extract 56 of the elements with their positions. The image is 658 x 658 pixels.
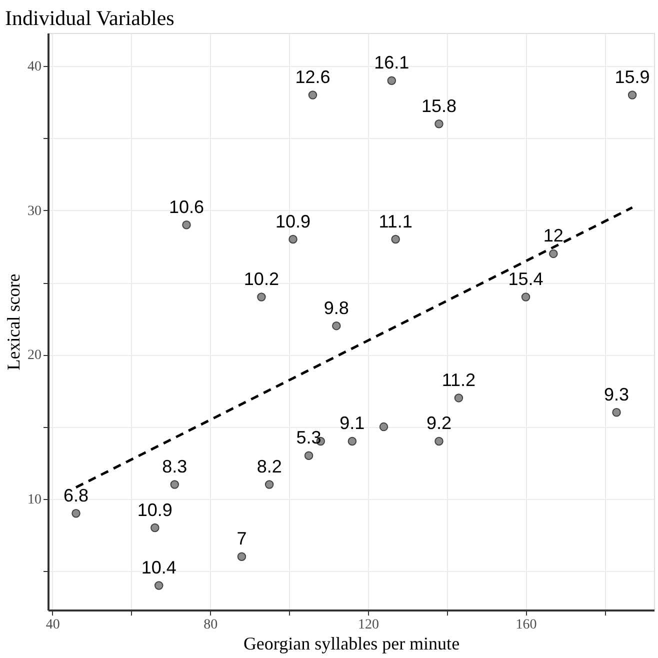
annotation: 9.1 [340,413,365,434]
point [391,234,400,244]
annotation: 10.9 [275,211,311,232]
point [308,90,318,100]
point [150,523,160,532]
point [387,76,396,85]
point [154,581,164,590]
y-tick-label: 40 [28,60,42,75]
y-tick-label: 20 [28,348,42,364]
point [612,408,621,417]
annotation: 10.9 [137,500,172,520]
annotation: 12.6 [295,67,330,88]
annotation: 6.8 [63,485,89,506]
annotation: 8.2 [256,456,282,477]
point [170,480,180,489]
y-axis-title: Lexical score [4,274,24,370]
annotation: 10.4 [141,557,176,578]
annotation: 9.3 [604,384,630,404]
point [628,90,637,100]
point [454,394,464,402]
annotation: 12 [543,226,564,246]
chart-title: Individual Variables [5,6,174,30]
annotation: 11.1 [378,211,412,232]
annotation: 16.1 [374,52,410,73]
annotation: 10.2 [244,268,279,289]
annotation: 5.3 [296,428,322,448]
annotation: 9.8 [324,298,349,318]
point [182,220,191,230]
point [549,249,558,258]
annotation: 10.6 [168,196,204,217]
point [521,292,530,302]
x-tick-label: 40 [46,618,60,632]
annotation: 11.2 [442,370,476,390]
annotation: 9.2 [426,413,452,434]
annotation: 8.3 [162,456,188,477]
point [257,292,266,302]
x-tick-label: 120 [358,618,379,632]
point [332,321,341,330]
point [434,120,444,128]
point [264,480,274,489]
point [72,508,80,518]
x-axis-title: Georgian syllables per minute [243,634,460,654]
point [304,451,314,460]
point [348,436,357,446]
annotation: 15.8 [421,96,457,116]
y-tick-label: 10 [28,492,42,508]
point [237,552,246,561]
annotation: 7 [236,528,247,549]
x-tick-label: 80 [204,618,218,632]
annotation: 15.9 [614,67,650,88]
point [434,436,444,446]
annotation: 15.4 [508,268,544,289]
point [379,422,388,432]
y-tick-label: 30 [28,204,42,219]
x-tick-label: 160 [516,618,537,632]
point [288,234,298,244]
